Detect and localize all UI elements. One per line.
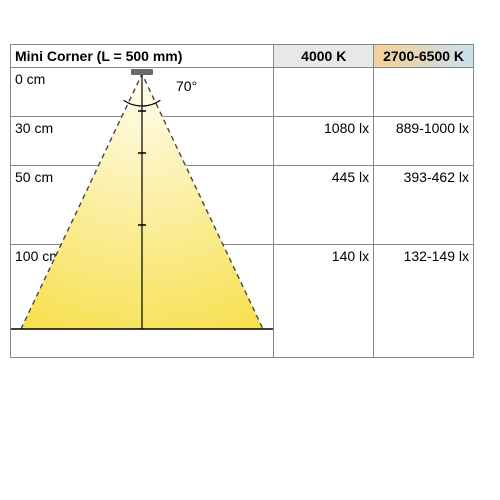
column-header-4000k: 4000 K (274, 45, 374, 68)
table-row: 30 cm1080 lx889-1000 lx (11, 117, 474, 166)
lux-2700-6500k-cell: 889-1000 lx (374, 117, 474, 166)
distance-cell: 50 cm (11, 166, 274, 245)
table-row: 0 cm (11, 68, 474, 117)
lux-4000k-cell (274, 68, 374, 117)
lux-4000k-cell: 140 lx (274, 245, 374, 358)
distance-cell: 30 cm (11, 117, 274, 166)
table-row: 100 cm140 lx132-149 lx (11, 245, 474, 358)
lux-2700-6500k-cell: 393-462 lx (374, 166, 474, 245)
lux-4000k-cell: 445 lx (274, 166, 374, 245)
lux-2700-6500k-cell: 132-149 lx (374, 245, 474, 358)
illuminance-table: Mini Corner (L = 500 mm) 4000 K 2700-650… (10, 44, 474, 358)
lux-2700-6500k-cell (374, 68, 474, 117)
lux-4000k-cell: 1080 lx (274, 117, 374, 166)
distance-cell: 0 cm (11, 68, 274, 117)
column-header-2700-6500k: 2700-6500 K (374, 45, 474, 68)
distance-cell: 100 cm (11, 245, 274, 358)
table-title: Mini Corner (L = 500 mm) (11, 45, 274, 68)
table-row: 50 cm445 lx393-462 lx (11, 166, 474, 245)
